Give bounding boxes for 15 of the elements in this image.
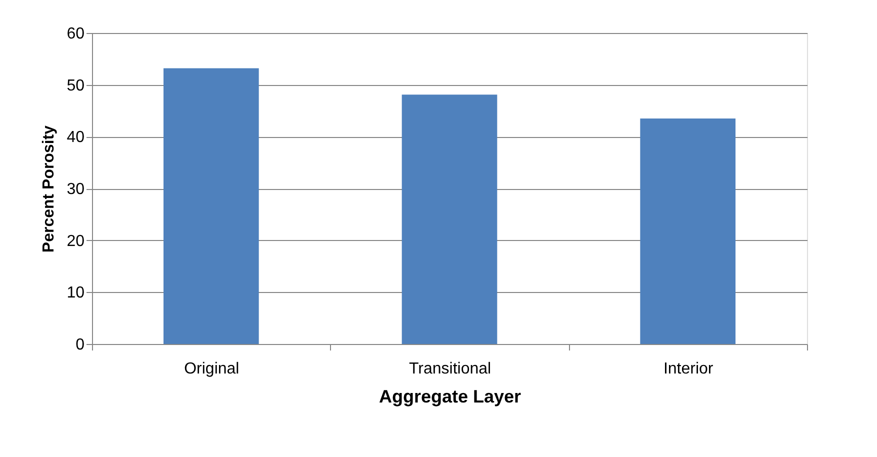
bar [164, 68, 259, 344]
y-tick-label: 60 [66, 26, 85, 42]
x-axis-title: Aggregate Layer [378, 386, 522, 406]
y-tick-label: 30 [66, 181, 85, 198]
x-tick-label: Transitional [408, 360, 492, 378]
y-tick-label: 50 [66, 77, 85, 94]
y-tick-label: 20 [66, 232, 85, 250]
x-tick-label: Interior [663, 360, 714, 378]
bar [640, 118, 736, 344]
y-axis-title: Percent Porosity [40, 125, 58, 253]
y-tick-label: 40 [66, 129, 85, 146]
bar [402, 94, 498, 344]
y-tick-label: 0 [76, 336, 85, 354]
x-tick-label: Original [184, 360, 240, 378]
y-tick-label: 10 [66, 284, 85, 302]
